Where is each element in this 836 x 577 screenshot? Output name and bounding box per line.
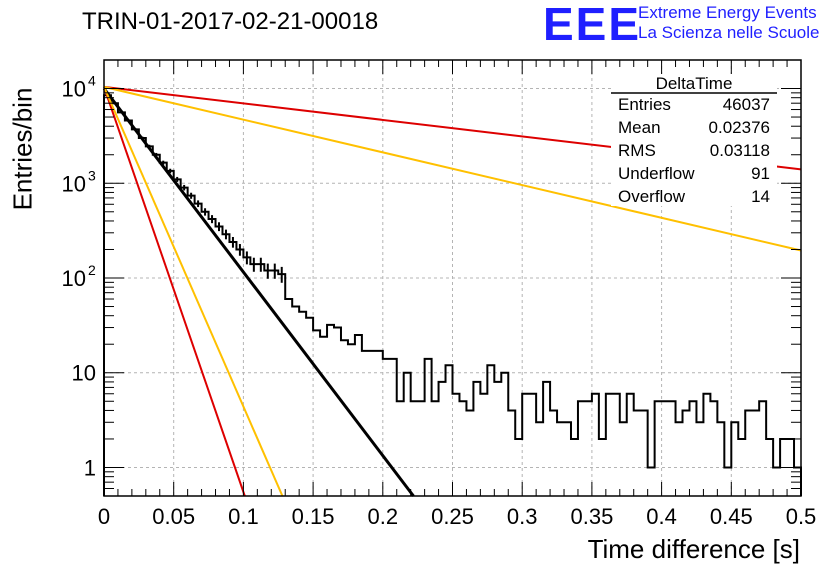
x-tick-label: 0.45 <box>710 504 753 529</box>
x-tick-label: 0.4 <box>646 504 677 529</box>
histogram-steps <box>103 94 802 496</box>
stats-row-value: 91 <box>751 164 770 183</box>
stats-box-name: DeltaTime <box>656 74 733 93</box>
plot-title: TRIN-01-2017-02-21-00018 <box>82 8 379 35</box>
x-tick-label: 0.5 <box>786 504 817 529</box>
logo-subtitle-1: Extreme Energy Events <box>638 3 817 22</box>
tick-labels-group: 0 0.05 0.1 0.15 0.2 0.25 0.3 0.35 0.4 0.45 0.5 1 10 1… <box>62 73 817 529</box>
stats-row-label: Entries <box>618 95 671 114</box>
stats-box-rows: Entries 46037 Mean 0.02376 RMS 0.03118 Underfl… <box>618 95 770 206</box>
x-tick-label: 0.35 <box>570 504 613 529</box>
x-tick-label: 0.15 <box>292 504 335 529</box>
x-axis-label: Time difference [s] <box>587 534 800 564</box>
x-tick-label: 0.05 <box>152 504 195 529</box>
y-tick-label: 10 <box>62 266 86 291</box>
y-tick-label: 10 <box>62 171 86 196</box>
y-tick-label: 1 <box>84 455 96 480</box>
stats-row-value: 0.03118 <box>710 141 770 160</box>
x-tick-label: 0 <box>98 504 110 529</box>
ticks-group <box>103 59 802 497</box>
y-tick-label: 10 <box>62 77 86 102</box>
reference-line-red-fast <box>103 86 246 497</box>
reference-line-orange-slow <box>103 85 802 252</box>
stats-row-value: 14 <box>751 187 770 206</box>
eee-logo: EEE <box>543 0 642 50</box>
y-axis-label: Entries/bin <box>7 87 38 211</box>
y-tick-exponent: 4 <box>88 73 96 89</box>
stats-row-value: 0.02376 <box>709 118 770 137</box>
x-tick-label: 0.1 <box>228 504 259 529</box>
x-tick-label: 0.3 <box>507 504 538 529</box>
stats-row-label: RMS <box>618 141 656 160</box>
stats-row-label: Underflow <box>618 164 695 183</box>
x-tick-label: 0.25 <box>431 504 474 529</box>
stats-box-background <box>611 74 777 206</box>
x-tick-label: 0.2 <box>368 504 399 529</box>
y-tick-exponent: 3 <box>88 167 96 183</box>
reference-line-orange-fast <box>103 86 284 497</box>
series-group <box>102 85 802 497</box>
y-axis-label-wrap: Entries/bin <box>6 88 40 211</box>
stats-row-value: 46037 <box>723 95 770 114</box>
y-tick-exponent: 2 <box>88 262 96 278</box>
stats-box: DeltaTime Entries 46037 Mean 0.02376 RMS 0.03… <box>611 74 777 206</box>
logo-subtitle-2: La Scienza nelle Scuole <box>638 23 820 42</box>
y-tick-label: 10 <box>72 361 96 386</box>
fit-line-black <box>102 87 415 497</box>
stats-row-label: Overflow <box>618 187 686 206</box>
stats-row-label: Mean <box>618 118 661 137</box>
